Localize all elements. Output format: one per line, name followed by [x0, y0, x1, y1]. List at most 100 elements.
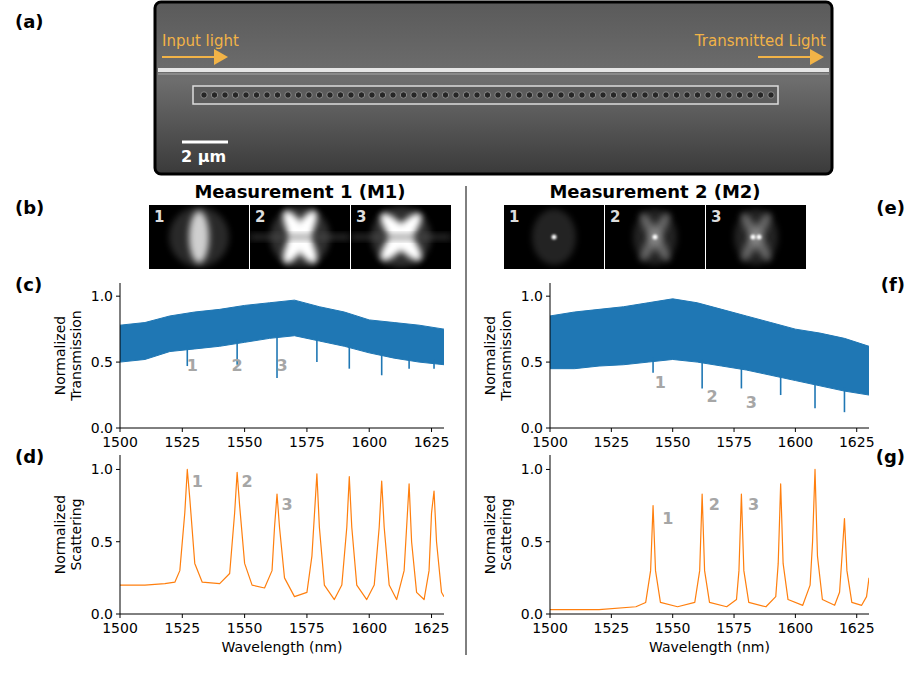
y-tick-label: 0.5 [91, 534, 113, 550]
y-axis-title-line: Normalized [482, 316, 498, 395]
mode-halo [532, 209, 576, 265]
scale-bar [182, 141, 228, 144]
y-tick [116, 362, 120, 363]
x-axis [120, 428, 444, 429]
mode-label: 3 [356, 208, 366, 226]
hole [495, 92, 501, 98]
x-tick-label: 1600 [351, 434, 387, 450]
hole [673, 92, 679, 98]
x-tick [369, 428, 370, 432]
hole [516, 92, 522, 98]
mode-pattern [633, 209, 677, 265]
chart: 1500152515501575160016250.00.51.0Normali… [482, 455, 875, 655]
mode-annotation: 2 [706, 387, 717, 406]
x-tick [431, 428, 432, 432]
x-tick-label: 1600 [778, 434, 814, 450]
x-tick-label: 1525 [594, 434, 630, 450]
hole [316, 92, 322, 98]
x-tick-label: 1550 [655, 434, 691, 450]
hole [232, 92, 238, 98]
hole [747, 92, 753, 98]
x-tick-label: 1625 [839, 620, 875, 636]
x-tick-label: 1575 [716, 620, 752, 636]
transmission-band [120, 300, 444, 365]
sem-frame [155, 2, 832, 174]
output-label: Transmitted Light [694, 32, 826, 50]
hole [757, 92, 763, 98]
hole [505, 92, 511, 98]
resonance-dip [701, 359, 703, 389]
hole [432, 92, 438, 98]
mode-halo [169, 207, 229, 267]
y-tick [116, 469, 120, 470]
y-axis-title-line: Normalized [482, 495, 498, 574]
y-tick-label: 0.0 [521, 420, 543, 436]
resonance-dip [408, 357, 410, 369]
y-tick [546, 469, 550, 470]
x-tick [795, 614, 796, 618]
mode-annotation: 2 [242, 472, 253, 491]
hole [610, 92, 616, 98]
y-axis-title: NormalizedTransmission [52, 310, 84, 401]
y-axis [120, 455, 121, 614]
mode-frame [605, 205, 705, 269]
hole [474, 92, 480, 98]
hole [295, 92, 301, 98]
x-tick [244, 428, 245, 432]
plot-area [550, 299, 869, 412]
hole [642, 92, 648, 98]
y-axis-title-line: Normalized [52, 495, 68, 574]
panel-label: (g) [876, 446, 905, 467]
hole [568, 92, 574, 98]
waveguide [158, 68, 829, 72]
mode-annotation: 1 [662, 509, 673, 528]
input-label: Input light [162, 32, 239, 50]
hole [621, 92, 627, 98]
mode-streak [351, 234, 451, 240]
y-tick-label: 0.0 [91, 420, 113, 436]
y-tick-label: 0.5 [521, 534, 543, 550]
hole [327, 92, 333, 98]
mode-lobe [636, 210, 674, 264]
figure: 2 µmInput lightTransmitted Light(a)Measu… [0, 0, 912, 690]
y-tick [546, 541, 550, 542]
y-axis-title: NormalizedScattering [482, 495, 514, 574]
mode-lobe [636, 210, 674, 264]
mode-frame [351, 205, 451, 269]
x-tick-label: 1525 [594, 620, 630, 636]
output-arrow [758, 56, 822, 58]
x-tick-label: 1625 [414, 620, 450, 636]
x-tick-label: 1575 [716, 434, 752, 450]
transmission-band [550, 299, 869, 395]
hole [768, 92, 774, 98]
x-axis-title: Wavelength (nm) [222, 639, 343, 655]
hole [537, 92, 543, 98]
sem-image: 2 µmInput lightTransmitted Light [155, 2, 832, 174]
mode-halo [633, 209, 677, 265]
heading: Measurement 1 (M1) [194, 181, 405, 202]
hole [369, 92, 375, 98]
band-upper [120, 300, 444, 329]
mode-image: 1 [504, 205, 604, 269]
mode-streak [250, 234, 350, 240]
y-tick-label: 1.0 [521, 288, 543, 304]
x-tick [182, 428, 183, 432]
hole [600, 92, 606, 98]
x-tick [550, 428, 551, 432]
hole [306, 92, 312, 98]
y-tick [546, 362, 550, 363]
x-tick [120, 614, 121, 618]
mode-annotation: 2 [232, 356, 243, 375]
x-tick-label: 1500 [532, 434, 568, 450]
y-tick [116, 428, 120, 429]
x-tick [244, 614, 245, 618]
x-tick-label: 1600 [351, 620, 387, 636]
hole [379, 92, 385, 98]
mode-spot [751, 235, 756, 240]
chart: 1500152515501575160016250.00.51.0Normali… [52, 455, 449, 655]
hole [579, 92, 585, 98]
hole [211, 92, 217, 98]
resonance-dip [741, 365, 743, 388]
x-axis [550, 614, 869, 615]
panel-label: (e) [876, 197, 905, 218]
